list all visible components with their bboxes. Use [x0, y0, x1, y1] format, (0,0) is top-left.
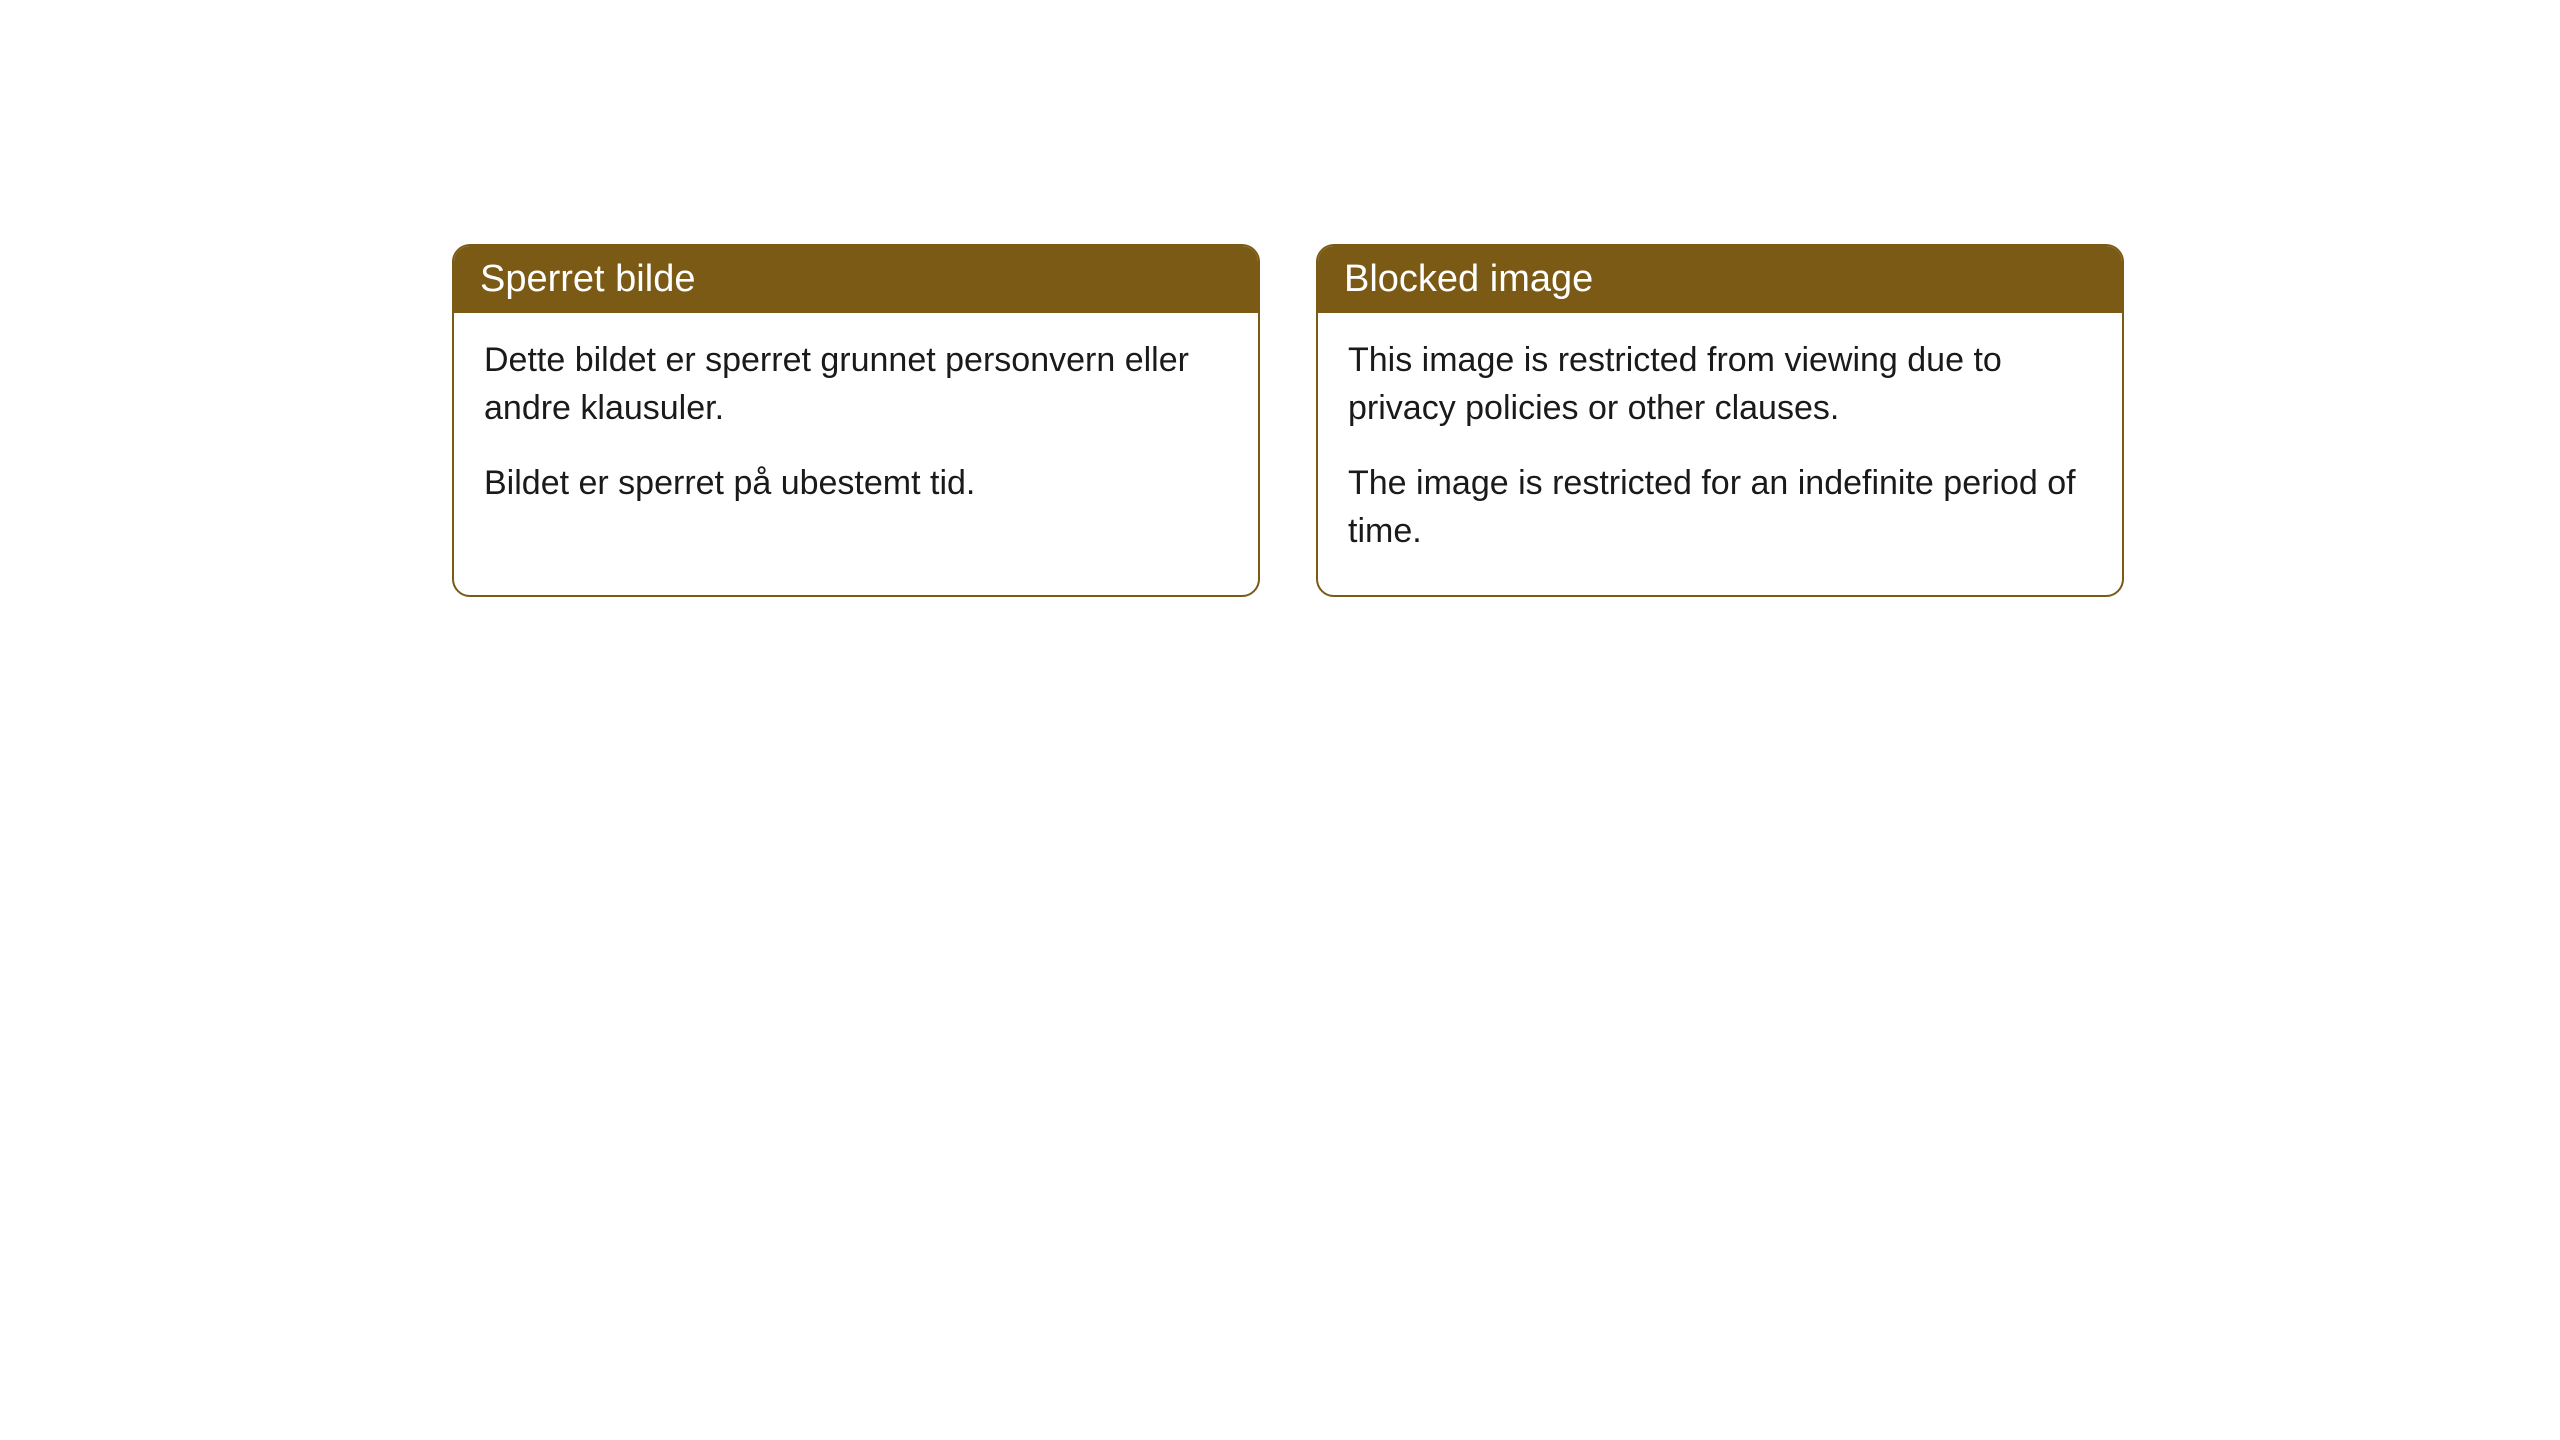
notice-card-english: Blocked image This image is restricted f…	[1316, 244, 2124, 597]
notice-body-norwegian: Dette bildet er sperret grunnet personve…	[454, 313, 1258, 548]
notice-text-2-norwegian: Bildet er sperret på ubestemt tid.	[484, 460, 1228, 508]
notice-title-english: Blocked image	[1344, 258, 1593, 300]
notice-header-norwegian: Sperret bilde	[454, 246, 1258, 313]
notice-card-norwegian: Sperret bilde Dette bildet er sperret gr…	[452, 244, 1260, 597]
notice-title-norwegian: Sperret bilde	[480, 258, 695, 300]
notice-text-1-english: This image is restricted from viewing du…	[1348, 337, 2092, 432]
notice-body-english: This image is restricted from viewing du…	[1318, 313, 2122, 595]
notice-container: Sperret bilde Dette bildet er sperret gr…	[0, 0, 2560, 597]
notice-text-1-norwegian: Dette bildet er sperret grunnet personve…	[484, 337, 1228, 432]
notice-header-english: Blocked image	[1318, 246, 2122, 313]
notice-text-2-english: The image is restricted for an indefinit…	[1348, 460, 2092, 555]
